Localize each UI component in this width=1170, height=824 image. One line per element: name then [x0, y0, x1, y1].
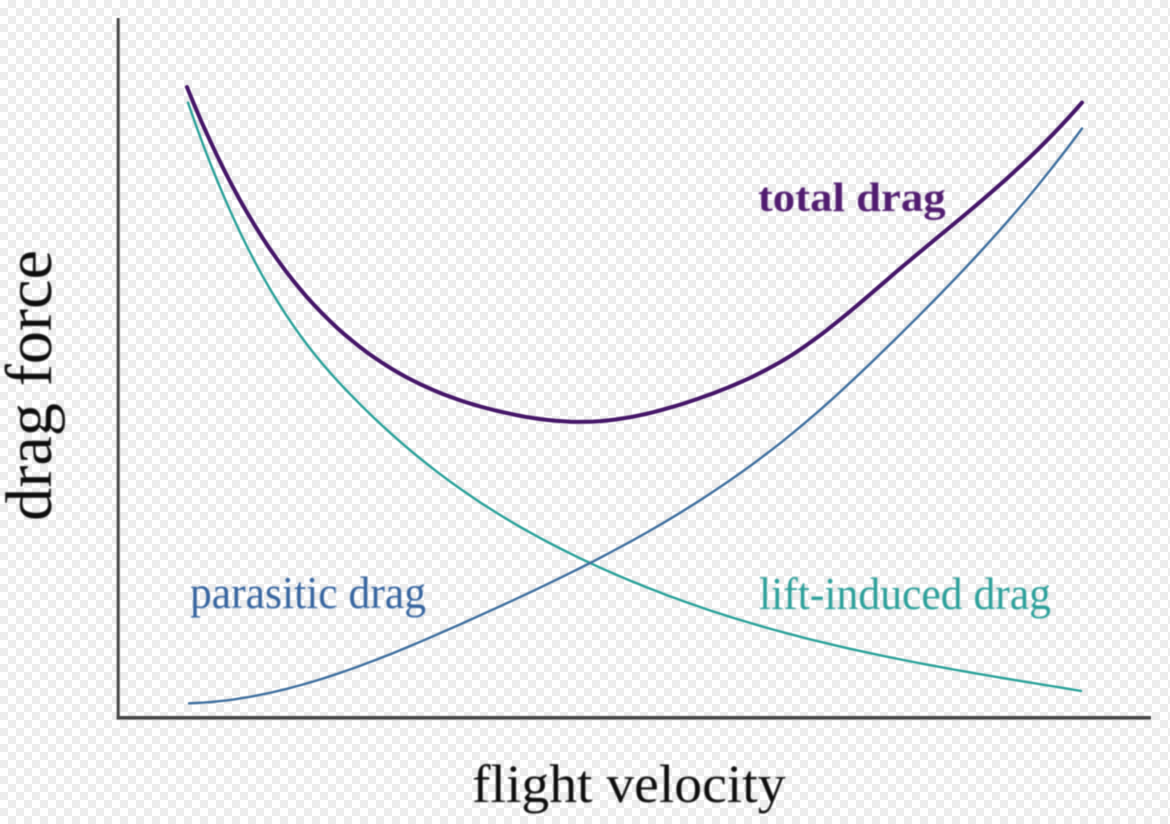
svg-text:total drag: total drag [758, 174, 946, 220]
svg-text:lift-induced drag: lift-induced drag [759, 568, 1051, 619]
svg-text:drag force: drag force [0, 250, 66, 521]
svg-text:flight velocity: flight velocity [472, 754, 786, 814]
svg-text:parasitic drag: parasitic drag [190, 567, 426, 618]
